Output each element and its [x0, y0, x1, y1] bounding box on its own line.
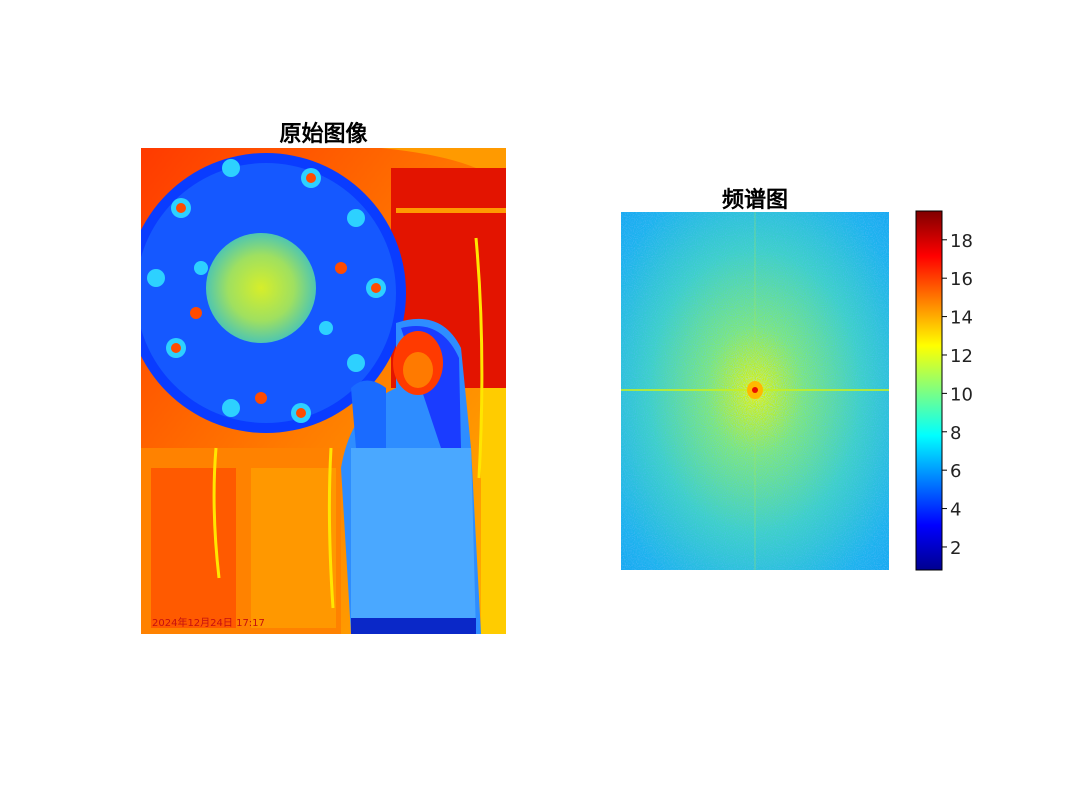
colorbar-tick-label: 14 — [950, 308, 973, 329]
colorbar-tick-label: 16 — [950, 269, 973, 290]
colorbar-tick-label: 18 — [950, 231, 973, 252]
colorbar: 2 4 6 8 10 12 14 16 18 — [915, 210, 973, 571]
colorbar-ticks: 2 4 6 8 10 12 14 16 18 — [942, 231, 973, 559]
timestamp-label: 2024年12月24日 17:17 — [152, 618, 265, 629]
colorbar-gradient — [915, 210, 943, 571]
colorbar-tick-label: 10 — [950, 384, 973, 405]
right-panel-title: 频谱图 — [721, 188, 788, 213]
original-image — [141, 148, 506, 634]
spectrum-image — [621, 212, 889, 570]
colorbar-tick-label: 6 — [950, 461, 961, 482]
left-panel-title: 原始图像 — [279, 122, 368, 147]
colorbar-tick-label: 12 — [950, 346, 973, 367]
colorbar-tick-label: 2 — [950, 538, 961, 559]
colorbar-tick-label: 4 — [950, 500, 961, 521]
colorbar-tick-label: 8 — [950, 423, 961, 444]
